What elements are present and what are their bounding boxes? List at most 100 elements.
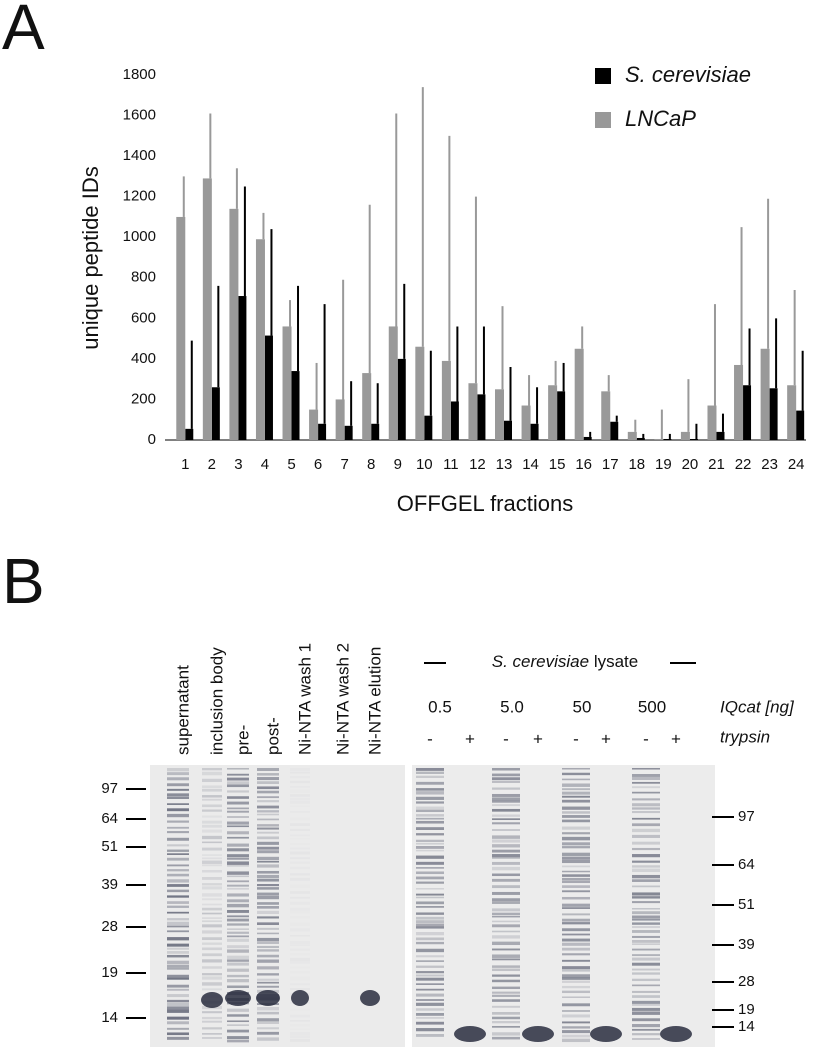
gel-band [257,941,279,944]
amount: 5.0 [500,697,524,716]
gel-band [167,884,189,887]
gel-band [202,835,222,840]
gel-band [167,984,189,988]
gel-band [416,1017,444,1019]
gel-band [257,916,279,919]
gel-band [632,1024,660,1028]
gel-band [562,969,590,972]
gel-band [227,935,249,938]
x-tick-label: 18 [628,456,645,473]
gel-band [632,777,660,781]
gel-band [492,878,520,882]
gel-band [416,974,444,977]
gel-band [202,937,222,941]
bar [504,420,512,440]
gel-band [632,935,660,938]
gel-band [167,793,189,797]
gel-band [290,768,310,771]
gel-band [257,841,279,845]
amount-label: IQcat [ng] [720,697,795,716]
gel-band [290,790,310,793]
gel-band [454,1026,486,1042]
x-tick-label: 20 [682,456,699,473]
gel-band [202,973,222,976]
bar [229,208,239,440]
gel-band [227,909,249,913]
gel-band [202,976,222,980]
gel-band [416,993,444,997]
amount: 0.5 [428,697,452,716]
gel-band [167,1016,189,1020]
gel-band [290,928,310,931]
gel-band [416,887,444,890]
gel-band [416,983,444,985]
gel-band [202,1016,222,1020]
gel-band [290,944,310,946]
gel-band [202,953,222,957]
bar [185,428,194,440]
gel-band [492,854,520,857]
gel-band [562,959,590,962]
gel-band [202,924,222,928]
gel-band [562,990,590,994]
gel-band [562,788,590,791]
gel-band [492,935,520,939]
gel-band [632,957,660,961]
gel-band [257,796,279,799]
bar [627,431,637,440]
x-tick-label: 21 [708,456,725,473]
gel-band [290,798,310,801]
gel-band [202,824,222,828]
bar [388,326,398,440]
bar [716,431,725,440]
gel-band [416,965,444,968]
gel-band [202,804,222,808]
gel-band [202,877,222,880]
gel-band [492,885,520,889]
gel-band [227,974,249,978]
gel-band [562,903,590,907]
x-tick-label: 1 [181,456,189,473]
gel-band [227,857,249,860]
bar [371,423,380,440]
bar [202,178,212,440]
gel-band [167,911,189,914]
trypsin-sign: - [573,729,579,748]
y-tick-label: 1600 [123,107,156,124]
gel-band [492,920,520,923]
gel-band [257,892,279,896]
gel-band [257,906,279,909]
gel-band [492,891,520,895]
gel-band [632,901,660,904]
gel-band [202,959,222,963]
gel-band [522,1026,554,1042]
gel-band [167,772,189,776]
gel-band [492,857,520,859]
marker-label: 51 [101,838,118,855]
gel-band [632,803,660,807]
gel-band [562,1034,590,1038]
gel-band [257,981,279,984]
gel-band [290,988,310,990]
gel-band [492,800,520,803]
marker-label: 97 [738,808,755,825]
gel-band [492,1020,520,1024]
gel-band [360,990,380,1006]
gel-band [202,903,222,906]
gel-band [227,938,249,942]
gel-band [562,896,590,900]
gel-band [416,916,444,920]
gel-band [257,831,279,834]
gel-band [492,849,520,853]
gel-band [167,853,189,855]
gel-band [562,1014,590,1018]
gel-band [257,827,279,830]
gel-band [492,991,520,994]
gel-band [632,907,660,910]
gel-band [227,887,249,890]
lane-label: Ni-NTA elution [365,647,384,755]
marker-label: 19 [101,964,118,981]
gel-band [562,913,590,916]
gel-band [416,771,444,774]
gel-band [290,941,310,944]
